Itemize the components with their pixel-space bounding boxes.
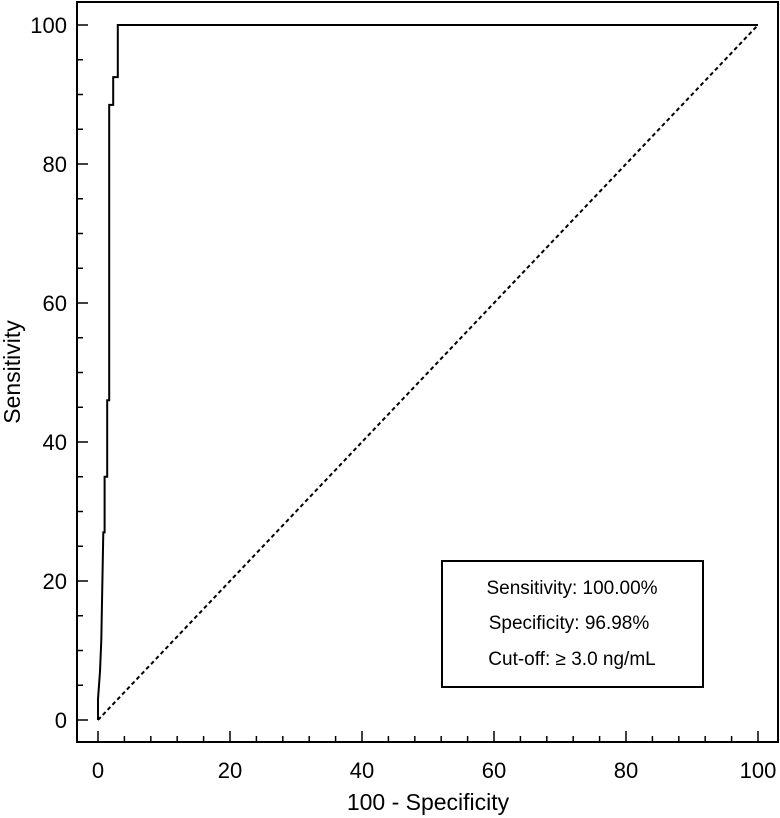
y-axis-title: Sensitivity xyxy=(0,320,25,424)
x-axis-title: 100 - Specificity xyxy=(347,789,510,815)
stats-legend: Sensitivity: 100.00% Specificity: 96.98%… xyxy=(441,560,704,688)
x-tick-label: 20 xyxy=(218,758,242,783)
y-tick-label: 80 xyxy=(43,152,67,177)
stats-cutoff: Cut-off: ≥ 3.0 ng/mL xyxy=(488,649,655,670)
series-layer xyxy=(97,24,759,721)
reference-diagonal-line xyxy=(97,24,759,721)
x-tick-label: 100 xyxy=(740,758,777,783)
y-tick-label: 0 xyxy=(55,708,67,733)
stats-legend-box xyxy=(441,560,704,688)
stats-sensitivity: Sensitivity: 100.00% xyxy=(486,578,657,599)
axes: 0 20 40 60 80 100 0 20 40 60 80 100 xyxy=(30,13,776,783)
y-tick-label: 60 xyxy=(43,291,67,316)
x-tick-label: 0 xyxy=(92,758,104,783)
y-tick-label: 100 xyxy=(30,13,67,38)
roc-curve-line xyxy=(97,24,758,720)
y-tick-label: 20 xyxy=(43,569,67,594)
x-tick-label: 80 xyxy=(614,758,638,783)
x-tick-label: 40 xyxy=(350,758,374,783)
stats-specificity: Specificity: 96.98% xyxy=(489,613,650,634)
x-tick-label: 60 xyxy=(482,758,506,783)
y-tick-label: 40 xyxy=(43,430,67,455)
